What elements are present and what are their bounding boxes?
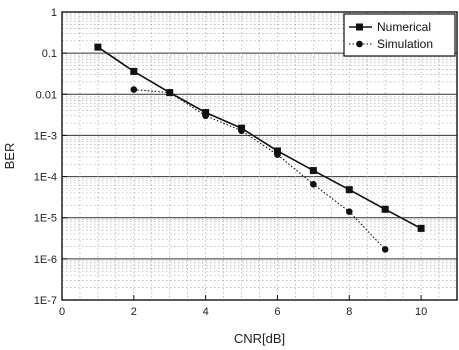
data-point-circle [274, 151, 281, 159]
x-tick-label: 2 [131, 306, 137, 318]
grid [62, 12, 457, 300]
data-point-square [130, 67, 138, 75]
legend-marker-square [356, 23, 363, 31]
plot-frame [61, 11, 458, 301]
y-tick-label: 0.1 [42, 48, 57, 60]
legend-box [343, 13, 456, 57]
legend-label: Simulation [377, 37, 433, 51]
y-tick-label: 1E-7 [34, 295, 57, 307]
data-point-square [381, 205, 389, 213]
legend-label: Numerical [377, 20, 431, 34]
y-tick-label: 1E-4 [34, 172, 57, 184]
data-point-square [273, 147, 281, 155]
x-tick-label: 8 [346, 306, 352, 318]
y-axis-title: BER [2, 143, 17, 170]
series-line [133, 89, 386, 250]
series-layer [94, 43, 425, 253]
data-point-circle [310, 180, 317, 188]
x-tick-label: 10 [415, 306, 427, 318]
x-tick-label: 4 [203, 306, 209, 318]
y-tick-label: 1E-6 [34, 254, 57, 266]
axes: 0 2 4 6 8 10 1 0.1 0.01 1E-3 1E-4 1E-5 1E-6 1E-7 [34, 7, 427, 318]
data-point-circle [130, 86, 138, 93]
x-tick-label: 6 [274, 306, 280, 318]
data-point-circle [345, 208, 353, 216]
plot-frame-group [61, 11, 458, 301]
y-tick-label: 1E-3 [34, 130, 57, 142]
data-point-square [345, 186, 353, 194]
x-tick-label: 0 [59, 306, 65, 318]
y-tick-label: 0.01 [36, 89, 57, 101]
data-point-circle [202, 112, 209, 120]
data-point-square [309, 167, 317, 175]
data-point-square [94, 43, 102, 51]
data-point-circle [238, 127, 245, 135]
series-simulation [130, 86, 389, 253]
series-line [97, 46, 422, 230]
y-tick-label: 1E-5 [34, 213, 57, 225]
data-point-circle [166, 89, 174, 96]
y-tick-label: 1 [51, 7, 57, 19]
data-point-circle [381, 246, 389, 253]
x-axis-title: CNR[dB] [234, 331, 285, 346]
legend: Numerical Simulation [343, 13, 456, 57]
legend-marker-circle [356, 40, 363, 48]
data-point-square [417, 224, 425, 232]
